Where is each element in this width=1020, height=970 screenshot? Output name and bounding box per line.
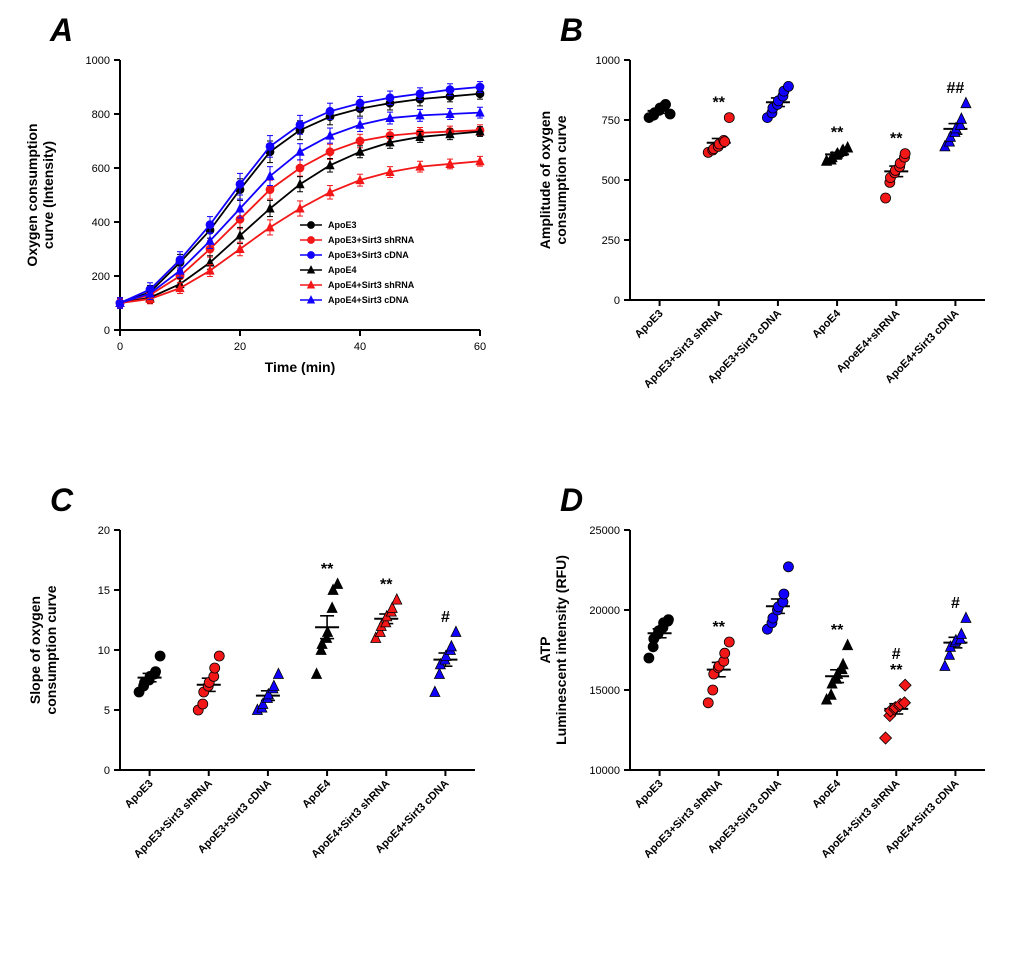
svg-text:0: 0 — [117, 341, 123, 353]
panel-d-label: D — [560, 482, 583, 519]
svg-text:**: ** — [831, 125, 844, 142]
panel-a: A 020406002004006008001000Time (min)Oxyg… — [20, 20, 500, 460]
panel-a-label: A — [50, 12, 73, 49]
svg-text:consumption curve: consumption curve — [553, 115, 569, 244]
panel-c-label: C — [50, 482, 73, 519]
svg-text:250: 250 — [602, 235, 620, 247]
svg-text:ApoE3: ApoE3 — [633, 308, 666, 341]
svg-text:20000: 20000 — [589, 605, 620, 617]
svg-text:ApoE4: ApoE4 — [300, 777, 334, 811]
svg-text:ApoE3: ApoE3 — [328, 220, 357, 230]
svg-text:##: ## — [947, 80, 965, 97]
svg-text:ApoE3+Sirt3 shRNA: ApoE3+Sirt3 shRNA — [328, 235, 415, 245]
svg-text:**: ** — [713, 619, 726, 636]
svg-text:15000: 15000 — [589, 685, 620, 697]
svg-text:consumption curve: consumption curve — [43, 585, 59, 714]
svg-text:40: 40 — [354, 341, 366, 353]
svg-text:10: 10 — [98, 645, 110, 657]
svg-text:800: 800 — [92, 109, 110, 121]
svg-text:ApoE4: ApoE4 — [810, 307, 844, 341]
svg-text:**: ** — [890, 662, 903, 679]
svg-text:15: 15 — [98, 585, 110, 597]
svg-text:#: # — [892, 646, 901, 663]
svg-text:Slope of oxygen: Slope of oxygen — [27, 596, 43, 704]
svg-text:1000: 1000 — [86, 55, 110, 67]
svg-text:200: 200 — [92, 271, 110, 283]
svg-text:Amplitude of oxygen: Amplitude of oxygen — [537, 111, 553, 249]
svg-text:25000: 25000 — [589, 525, 620, 537]
svg-text:0: 0 — [104, 325, 110, 337]
panel-b: B 02505007501000ApoE3**ApoE3+Sirt3 shRNA… — [530, 20, 1010, 460]
svg-text:10000: 10000 — [589, 765, 620, 777]
svg-text:60: 60 — [474, 341, 486, 353]
svg-text:ApoE3+Sirt3 cDNA: ApoE3+Sirt3 cDNA — [328, 250, 409, 260]
panel-b-chart: 02505007501000ApoE3**ApoE3+Sirt3 shRNAAp… — [530, 20, 1010, 460]
panel-d: D 10000150002000025000ApoE3**ApoE3+Sirt3… — [530, 490, 1010, 950]
svg-text:400: 400 — [92, 217, 110, 229]
svg-text:ApoE4: ApoE4 — [810, 777, 844, 811]
panel-d-chart: 10000150002000025000ApoE3**ApoE3+Sirt3 s… — [530, 490, 1010, 950]
svg-text:**: ** — [321, 561, 334, 578]
svg-text:#: # — [441, 609, 450, 626]
panel-a-chart: 020406002004006008001000Time (min)Oxygen… — [20, 20, 500, 440]
svg-text:0: 0 — [614, 295, 620, 307]
svg-text:500: 500 — [602, 175, 620, 187]
svg-text:ApoeE4+shRNA: ApoeE4+shRNA — [834, 308, 902, 376]
svg-text:ApoE4: ApoE4 — [328, 265, 357, 275]
svg-text:600: 600 — [92, 163, 110, 175]
panel-c-chart: 05101520ApoE3ApoE3+Sirt3 shRNAApoE3+Sirt… — [20, 490, 500, 950]
svg-text:20: 20 — [98, 525, 110, 537]
svg-text:ATP: ATP — [537, 637, 553, 664]
svg-text:**: ** — [890, 131, 903, 148]
svg-text:5: 5 — [104, 705, 110, 717]
svg-text:curve (Intensity): curve (Intensity) — [40, 141, 56, 249]
svg-text:20: 20 — [234, 341, 246, 353]
svg-text:750: 750 — [602, 115, 620, 127]
svg-text:ApoE4+Sirt3 shRNA: ApoE4+Sirt3 shRNA — [328, 280, 415, 290]
svg-text:Time (min): Time (min) — [265, 359, 336, 375]
svg-text:Luminescent intensity (RFU): Luminescent intensity (RFU) — [553, 555, 569, 745]
svg-text:1000: 1000 — [596, 55, 620, 67]
svg-text:**: ** — [380, 577, 393, 594]
panel-b-label: B — [560, 12, 583, 49]
svg-text:**: ** — [713, 95, 726, 112]
svg-text:0: 0 — [104, 765, 110, 777]
panel-c: C 05101520ApoE3ApoE3+Sirt3 shRNAApoE3+Si… — [20, 490, 500, 950]
svg-text:#: # — [951, 595, 960, 612]
figure: A 020406002004006008001000Time (min)Oxyg… — [20, 20, 1000, 950]
svg-text:ApoE3: ApoE3 — [633, 778, 666, 811]
svg-text:**: ** — [831, 622, 844, 639]
svg-text:ApoE3: ApoE3 — [123, 778, 156, 811]
svg-text:ApoE4+Sirt3 cDNA: ApoE4+Sirt3 cDNA — [328, 295, 409, 305]
svg-text:Oxygen consumption: Oxygen consumption — [24, 123, 40, 266]
